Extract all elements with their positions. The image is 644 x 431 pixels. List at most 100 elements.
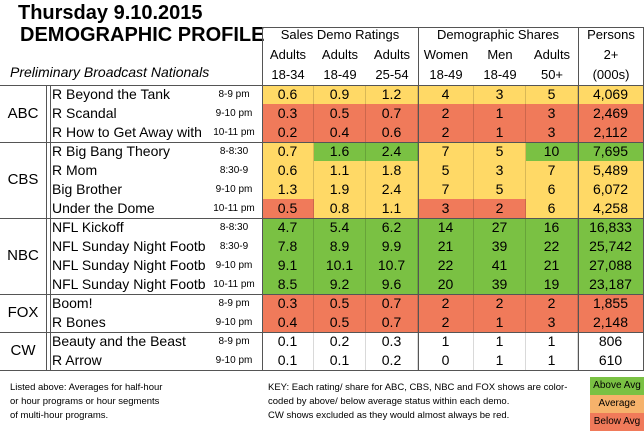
group-header-sales: Sales Demo Ratings	[280, 27, 400, 42]
note-key: KEY: Each rating/ share for ABC, CBS, NB…	[268, 381, 567, 423]
rating-cell: 1	[526, 332, 578, 351]
show-title: R Bones	[52, 314, 106, 330]
rating-cell: 2,469	[578, 104, 644, 123]
time-slot: 8-9 pm	[218, 298, 250, 309]
rating-cell: 0.9	[314, 85, 366, 104]
rating-cell: 0.4	[314, 123, 366, 142]
rating-cell: 16	[526, 218, 578, 237]
show-title: R Arrow	[52, 352, 102, 368]
rating-cell: 7.8	[262, 237, 314, 256]
time-slot: 8-8:30	[219, 222, 249, 233]
shares-group-border	[418, 27, 419, 370]
column-header-line2: 25-54	[375, 67, 409, 82]
rating-cell: 4.7	[262, 218, 314, 237]
show-title: R Big Bang Theory	[52, 143, 171, 159]
note-listed-line: or hour programs or hour segments	[10, 396, 160, 407]
rating-cell: 4,069	[578, 85, 644, 104]
rating-cell: 610	[578, 351, 644, 370]
show-title: Beauty and the Beast	[52, 333, 186, 349]
column-header-line1: Adults	[533, 47, 571, 62]
rating-cell: 1.6	[314, 142, 366, 161]
time-slot: 8-9 pm	[218, 89, 250, 100]
group-header-shares: Demographic Shares	[436, 27, 560, 42]
note-listed: Listed above: Averages for half-hour or …	[10, 381, 162, 423]
time-slot: 8:30-9	[219, 241, 249, 252]
rating-cell: 0.3	[262, 104, 314, 123]
rating-cell: 2	[474, 294, 526, 313]
rating-cell: 5	[418, 161, 474, 180]
column-header-line2: 50+	[540, 67, 564, 82]
time-slot: 10-11 pm	[213, 203, 255, 214]
rating-cell: 4	[418, 85, 474, 104]
rating-cell: 27	[474, 218, 526, 237]
rating-cell: 16,833	[578, 218, 644, 237]
rating-cell: 0.2	[262, 123, 314, 142]
network-label: CW	[10, 342, 36, 359]
rating-cell: 0.1	[262, 351, 314, 370]
time-slot: 10-11 pm	[213, 127, 255, 138]
rating-cell: 9.9	[366, 237, 418, 256]
rating-cell: 0.6	[366, 123, 418, 142]
show-title: NFL Sunday Night Football	[52, 257, 206, 273]
rating-cell: 9.6	[366, 275, 418, 294]
show-title: R Beyond the Tank	[52, 86, 171, 102]
time-slot: 9-10 pm	[215, 260, 253, 271]
page-title: Thursday 9.10.2015	[18, 2, 203, 24]
rating-cell: 14	[418, 218, 474, 237]
rating-cell: 0.1	[314, 351, 366, 370]
rating-cell: 1.3	[262, 180, 314, 199]
rating-cell: 0.4	[262, 313, 314, 332]
rating-cell: 1	[474, 351, 526, 370]
rating-cell: 7	[418, 180, 474, 199]
rating-cell: 2	[418, 313, 474, 332]
rating-cell: 1	[474, 123, 526, 142]
rating-cell: 2	[526, 294, 578, 313]
rating-cell: 10.1	[314, 256, 366, 275]
time-slot: 8:30-9	[219, 165, 249, 176]
column-header-line2: 18-49	[323, 67, 357, 82]
rating-cell: 1	[474, 332, 526, 351]
rating-cell: 5	[526, 85, 578, 104]
rating-cell: 2,112	[578, 123, 644, 142]
rating-cell: 39	[474, 275, 526, 294]
network-label: NBC	[7, 247, 39, 264]
rating-cell: 10	[526, 142, 578, 161]
rating-cell: 0.5	[262, 199, 314, 218]
rating-cell: 0.5	[314, 104, 366, 123]
rating-cell: 7	[526, 161, 578, 180]
rating-cell: 2.4	[366, 180, 418, 199]
rating-cell: 1	[418, 332, 474, 351]
column-header-line1: Men	[487, 47, 513, 62]
rating-cell: 19	[526, 275, 578, 294]
legend-average: Average	[590, 395, 644, 413]
column-header-line1: Adults	[373, 47, 411, 62]
time-slot: 9-10 pm	[215, 184, 253, 195]
page-subtitle: Preliminary Broadcast Nationals	[10, 64, 210, 80]
rating-cell: 7	[418, 142, 474, 161]
time-slot: 9-10 pm	[215, 355, 253, 366]
rating-cell: 6,072	[578, 180, 644, 199]
rating-cell: 0.7	[366, 313, 418, 332]
rating-cell: 9.2	[314, 275, 366, 294]
rating-cell: 10.7	[366, 256, 418, 275]
rating-cell: 9.1	[262, 256, 314, 275]
rating-cell: 1,855	[578, 294, 644, 313]
rating-cell: 0.3	[262, 294, 314, 313]
rating-cell: 0.5	[314, 294, 366, 313]
group-header-persons: Persons	[587, 27, 635, 42]
rating-cell: 25,742	[578, 237, 644, 256]
network-divider	[0, 218, 644, 219]
rating-cell: 3	[526, 104, 578, 123]
rating-cell: 2	[418, 123, 474, 142]
rating-cell: 39	[474, 237, 526, 256]
show-title: NFL Sunday Night Football	[52, 276, 206, 292]
rating-cell: 2	[418, 294, 474, 313]
page-subtitle-profile: DEMOGRAPHIC PROFILE	[20, 24, 265, 46]
rating-cell: 5	[474, 142, 526, 161]
header-top-border	[262, 27, 644, 28]
rating-cell: 4,258	[578, 199, 644, 218]
rating-cell: 8.5	[262, 275, 314, 294]
rating-cell: 6	[526, 199, 578, 218]
rating-cell: 7,695	[578, 142, 644, 161]
time-slot: 8-9 pm	[218, 336, 250, 347]
